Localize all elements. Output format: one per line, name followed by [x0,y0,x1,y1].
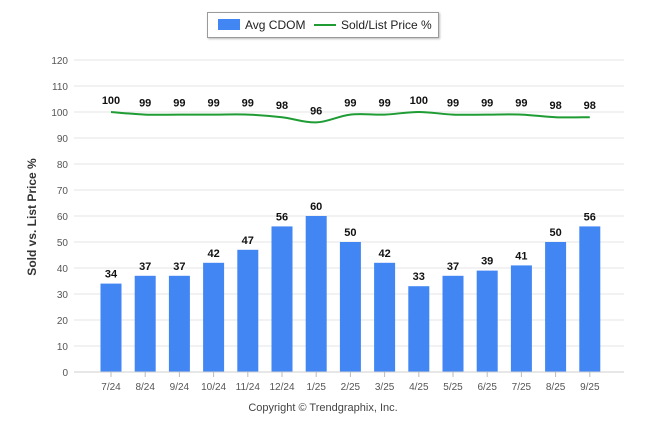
bar-value-label: 60 [310,201,322,213]
x-tick-label: 4/25 [409,382,429,393]
bar-value-label: 50 [549,227,561,239]
line-series [110,110,590,124]
x-axis-ticks: 7/24 8/24 9/24 10/24 11/24 12/24 1/25 2/25 3/25 4… [74,371,624,393]
line-value-label: 100 [102,95,120,107]
legend-item-line[interactable]: Sold/List Price % [314,18,432,32]
x-tick-label: 8/25 [546,382,566,393]
legend-item-bar[interactable]: Avg CDOM [218,18,305,32]
bar [168,275,190,372]
x-tick-label: 7/25 [512,382,532,393]
y-tick-label: 50 [57,238,69,249]
bar [134,275,156,372]
bar-value-label: 56 [584,211,596,223]
x-tick-label: 12/24 [269,382,294,393]
legend-bar-label: Avg CDOM [245,18,306,32]
y-tick-label: 120 [51,56,68,67]
bar-value-label: 37 [173,261,185,273]
y-tick-label: 90 [57,134,69,145]
y-tick-label: 10 [57,342,69,353]
y-tick-label: 20 [57,316,69,327]
legend-line-swatch-icon [314,24,336,26]
bar [510,265,532,372]
copyright-text: Copyright © Trendgraphix, Inc. [248,402,398,414]
bar-value-label: 39 [481,256,493,268]
line-value-label: 99 [207,98,219,110]
y-axis-ticks: 0 10 20 30 40 50 60 70 80 90 100 110 120 [51,56,68,379]
x-tick-label: 6/25 [477,382,497,393]
bar [305,216,327,372]
line-value-label: 98 [549,100,561,112]
bar-series [100,216,601,372]
legend: Avg CDOM Sold/List Price % [207,12,439,38]
x-tick-label: 9/24 [170,382,190,393]
x-tick-label: 5/25 [443,382,463,393]
y-tick-label: 110 [52,82,68,93]
bar [579,226,601,372]
line-value-label: 96 [310,105,322,117]
bar [408,286,430,372]
bar-value-label: 47 [242,235,254,247]
bar [442,275,464,372]
bar-value-label: 34 [105,269,118,281]
bar-value-label: 42 [207,248,219,260]
x-tick-label: 7/24 [101,382,121,393]
line-value-label: 99 [447,98,459,110]
bar-value-label: 56 [276,211,288,223]
legend-bar-swatch-icon [218,19,240,30]
x-tick-label: 3/25 [375,382,395,393]
line-value-label: 99 [481,98,493,110]
bar-value-label: 50 [344,227,356,239]
x-tick-label: 11/24 [236,382,261,393]
x-tick-label: 8/24 [135,382,155,393]
bar [339,242,361,372]
y-tick-label: 0 [62,368,68,379]
y-tick-label: 40 [57,264,69,275]
bar [476,270,498,372]
y-tick-label: 80 [57,160,69,171]
bar-value-label: 37 [447,261,459,273]
legend-line-label: Sold/List Price % [341,18,432,32]
line-value-label: 99 [344,98,356,110]
bar [100,283,122,372]
price-ratio-line [110,110,590,124]
bar [545,242,567,372]
x-tick-label: 1/25 [306,382,326,393]
bar [237,249,259,372]
line-value-label: 99 [139,98,151,110]
line-value-label: 98 [276,100,288,112]
bar [203,262,225,372]
line-value-label: 100 [410,95,428,107]
line-value-label: 99 [242,98,254,110]
y-tick-label: 100 [51,108,68,119]
x-tick-label: 9/25 [580,382,600,393]
line-value-label: 99 [515,98,527,110]
bar-value-label: 42 [378,248,390,260]
bar [271,226,293,372]
y-tick-label: 30 [57,290,69,301]
bar [374,262,396,372]
y-tick-label: 70 [57,186,69,197]
x-tick-label: 2/25 [341,382,361,393]
line-data-labels: 100 99 99 99 99 98 96 99 99 100 99 99 99 98 98 [102,95,596,117]
y-axis-label: Sold vs. List Price % [25,158,39,276]
line-value-label: 99 [173,98,185,110]
line-value-label: 99 [378,98,390,110]
line-value-label: 98 [584,100,596,112]
bar-data-labels: 34 37 37 42 47 56 60 50 42 33 37 39 41 50 56 [105,201,596,283]
y-tick-label: 60 [57,212,69,223]
bar-value-label: 33 [413,271,425,283]
bar-value-label: 41 [515,250,527,262]
bar-value-label: 37 [139,261,151,273]
x-tick-label: 10/24 [201,382,226,393]
